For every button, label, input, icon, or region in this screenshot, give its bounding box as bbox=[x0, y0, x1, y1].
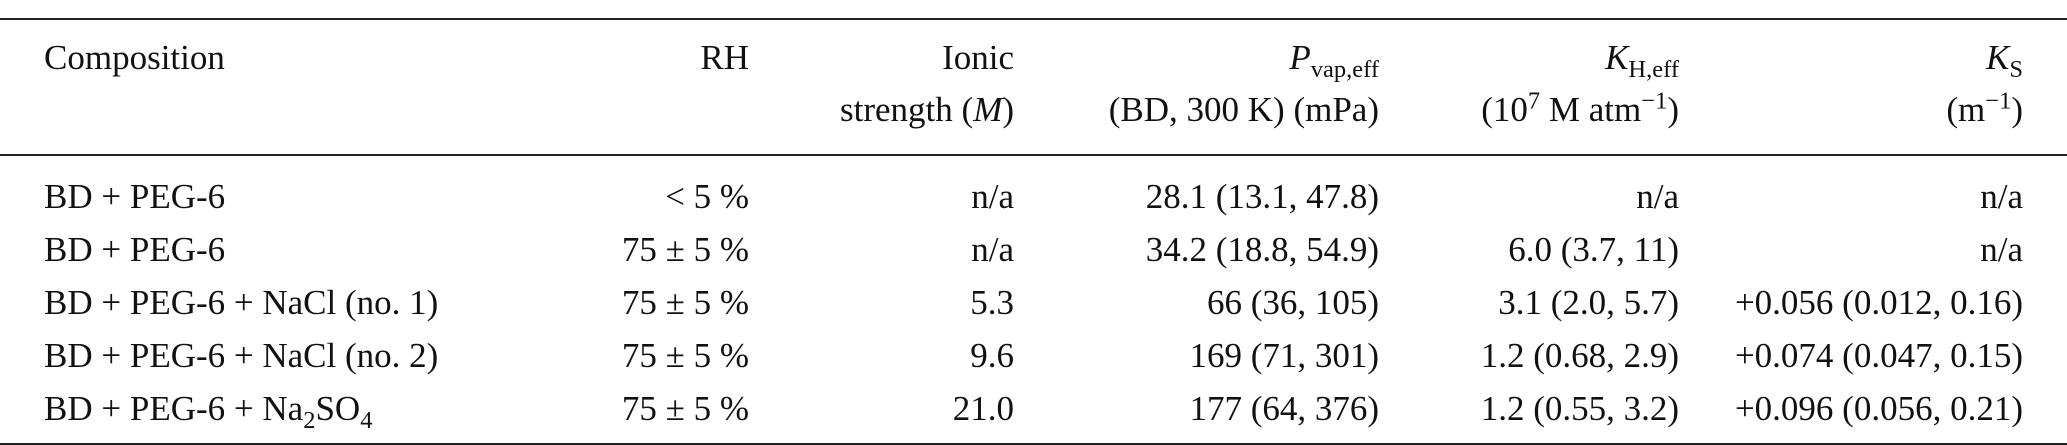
header-kh: KH,eff (107 M atm−1) bbox=[1379, 19, 1679, 156]
cell-kh: 3.1 (2.0, 5.7) bbox=[1498, 282, 1679, 322]
results-table: Composition RH Ionic strength (M) Pvap,e… bbox=[0, 18, 2067, 445]
header-ionic-line1: Ionic bbox=[942, 38, 1014, 77]
cell-ks: +0.096 (0.056, 0.21) bbox=[1679, 382, 2067, 445]
header-ionic-line2: strength (M) bbox=[840, 90, 1014, 129]
cell-ks: n/a bbox=[1980, 176, 2023, 216]
cell-ionic: 5.3 bbox=[970, 282, 1014, 322]
cell-composition: BD + PEG-6 + NaCl (no. 2) bbox=[44, 335, 439, 375]
cell-ionic: 9.6 bbox=[970, 335, 1014, 375]
cell-composition: BD + PEG-6 + NaCl (no. 1) bbox=[44, 282, 439, 322]
cell-ks: n/a bbox=[1980, 229, 2023, 269]
cell-ionic: n/a bbox=[971, 229, 1014, 269]
header-kh-symbol: KH,eff bbox=[1605, 38, 1679, 83]
header-ionic-strength: Ionic strength (M) bbox=[749, 19, 1014, 156]
cell-rh: 75 ± 5 % bbox=[621, 282, 749, 322]
cell-composition: BD + PEG-6 bbox=[44, 176, 226, 216]
cell-pvap: 169 (71, 301) bbox=[1189, 335, 1379, 375]
header-rh-label: RH bbox=[700, 38, 749, 77]
table-row: BD + PEG-6 + Na2SO4 75 ± 5 % 21.0 177 (6… bbox=[0, 382, 2067, 445]
cell-pvap: 28.1 (13.1, 47.8) bbox=[1145, 176, 1379, 216]
header-composition: Composition bbox=[0, 19, 584, 156]
header-pvap-symbol: Pvap,eff bbox=[1289, 38, 1379, 83]
table-row: BD + PEG-6 75 ± 5 % n/a 34.2 (18.8, 54.9… bbox=[0, 223, 2067, 276]
cell-ks: +0.056 (0.012, 0.16) bbox=[1734, 282, 2023, 322]
cell-kh: n/a bbox=[1636, 176, 1679, 216]
cell-pvap: 177 (64, 376) bbox=[1014, 382, 1379, 445]
cell-ionic: n/a bbox=[971, 176, 1014, 216]
cell-ks: +0.074 (0.047, 0.15) bbox=[1734, 335, 2023, 375]
header-ks: KS (m−1) bbox=[1679, 19, 2067, 156]
header-pvap-unit: (BD, 300 K) (mPa) bbox=[1108, 90, 1379, 129]
cell-rh: < 5 % bbox=[665, 176, 749, 216]
cell-kh: 1.2 (0.55, 3.2) bbox=[1379, 382, 1679, 445]
cell-composition: BD + PEG-6 bbox=[44, 229, 226, 269]
cell-pvap: 34.2 (18.8, 54.9) bbox=[1145, 229, 1379, 269]
cell-rh: 75 ± 5 % bbox=[621, 229, 749, 269]
header-kh-unit: (107 M atm−1) bbox=[1481, 87, 1679, 129]
header-rh: RH bbox=[584, 19, 749, 156]
header-pvap: Pvap,eff (BD, 300 K) (mPa) bbox=[1014, 19, 1379, 156]
table-row: BD + PEG-6 < 5 % n/a 28.1 (13.1, 47.8) n… bbox=[0, 155, 2067, 223]
cell-kh: 1.2 (0.68, 2.9) bbox=[1480, 335, 1679, 375]
table-row: BD + PEG-6 + NaCl (no. 1) 75 ± 5 % 5.3 6… bbox=[0, 276, 2067, 329]
header-composition-label: Composition bbox=[44, 38, 225, 77]
cell-rh: 75 ± 5 % bbox=[584, 382, 749, 445]
cell-kh: 6.0 (3.7, 11) bbox=[1508, 229, 1679, 269]
table-header-row: Composition RH Ionic strength (M) Pvap,e… bbox=[0, 19, 2067, 156]
table-row: BD + PEG-6 + NaCl (no. 2) 75 ± 5 % 9.6 1… bbox=[0, 329, 2067, 382]
cell-pvap: 66 (36, 105) bbox=[1206, 282, 1379, 322]
cell-rh: 75 ± 5 % bbox=[621, 335, 749, 375]
cell-ionic: 21.0 bbox=[749, 382, 1014, 445]
header-ks-symbol: KS bbox=[1986, 38, 2023, 83]
header-ks-unit: (m−1) bbox=[1946, 87, 2023, 129]
cell-composition: BD + PEG-6 + Na2SO4 bbox=[0, 382, 584, 445]
